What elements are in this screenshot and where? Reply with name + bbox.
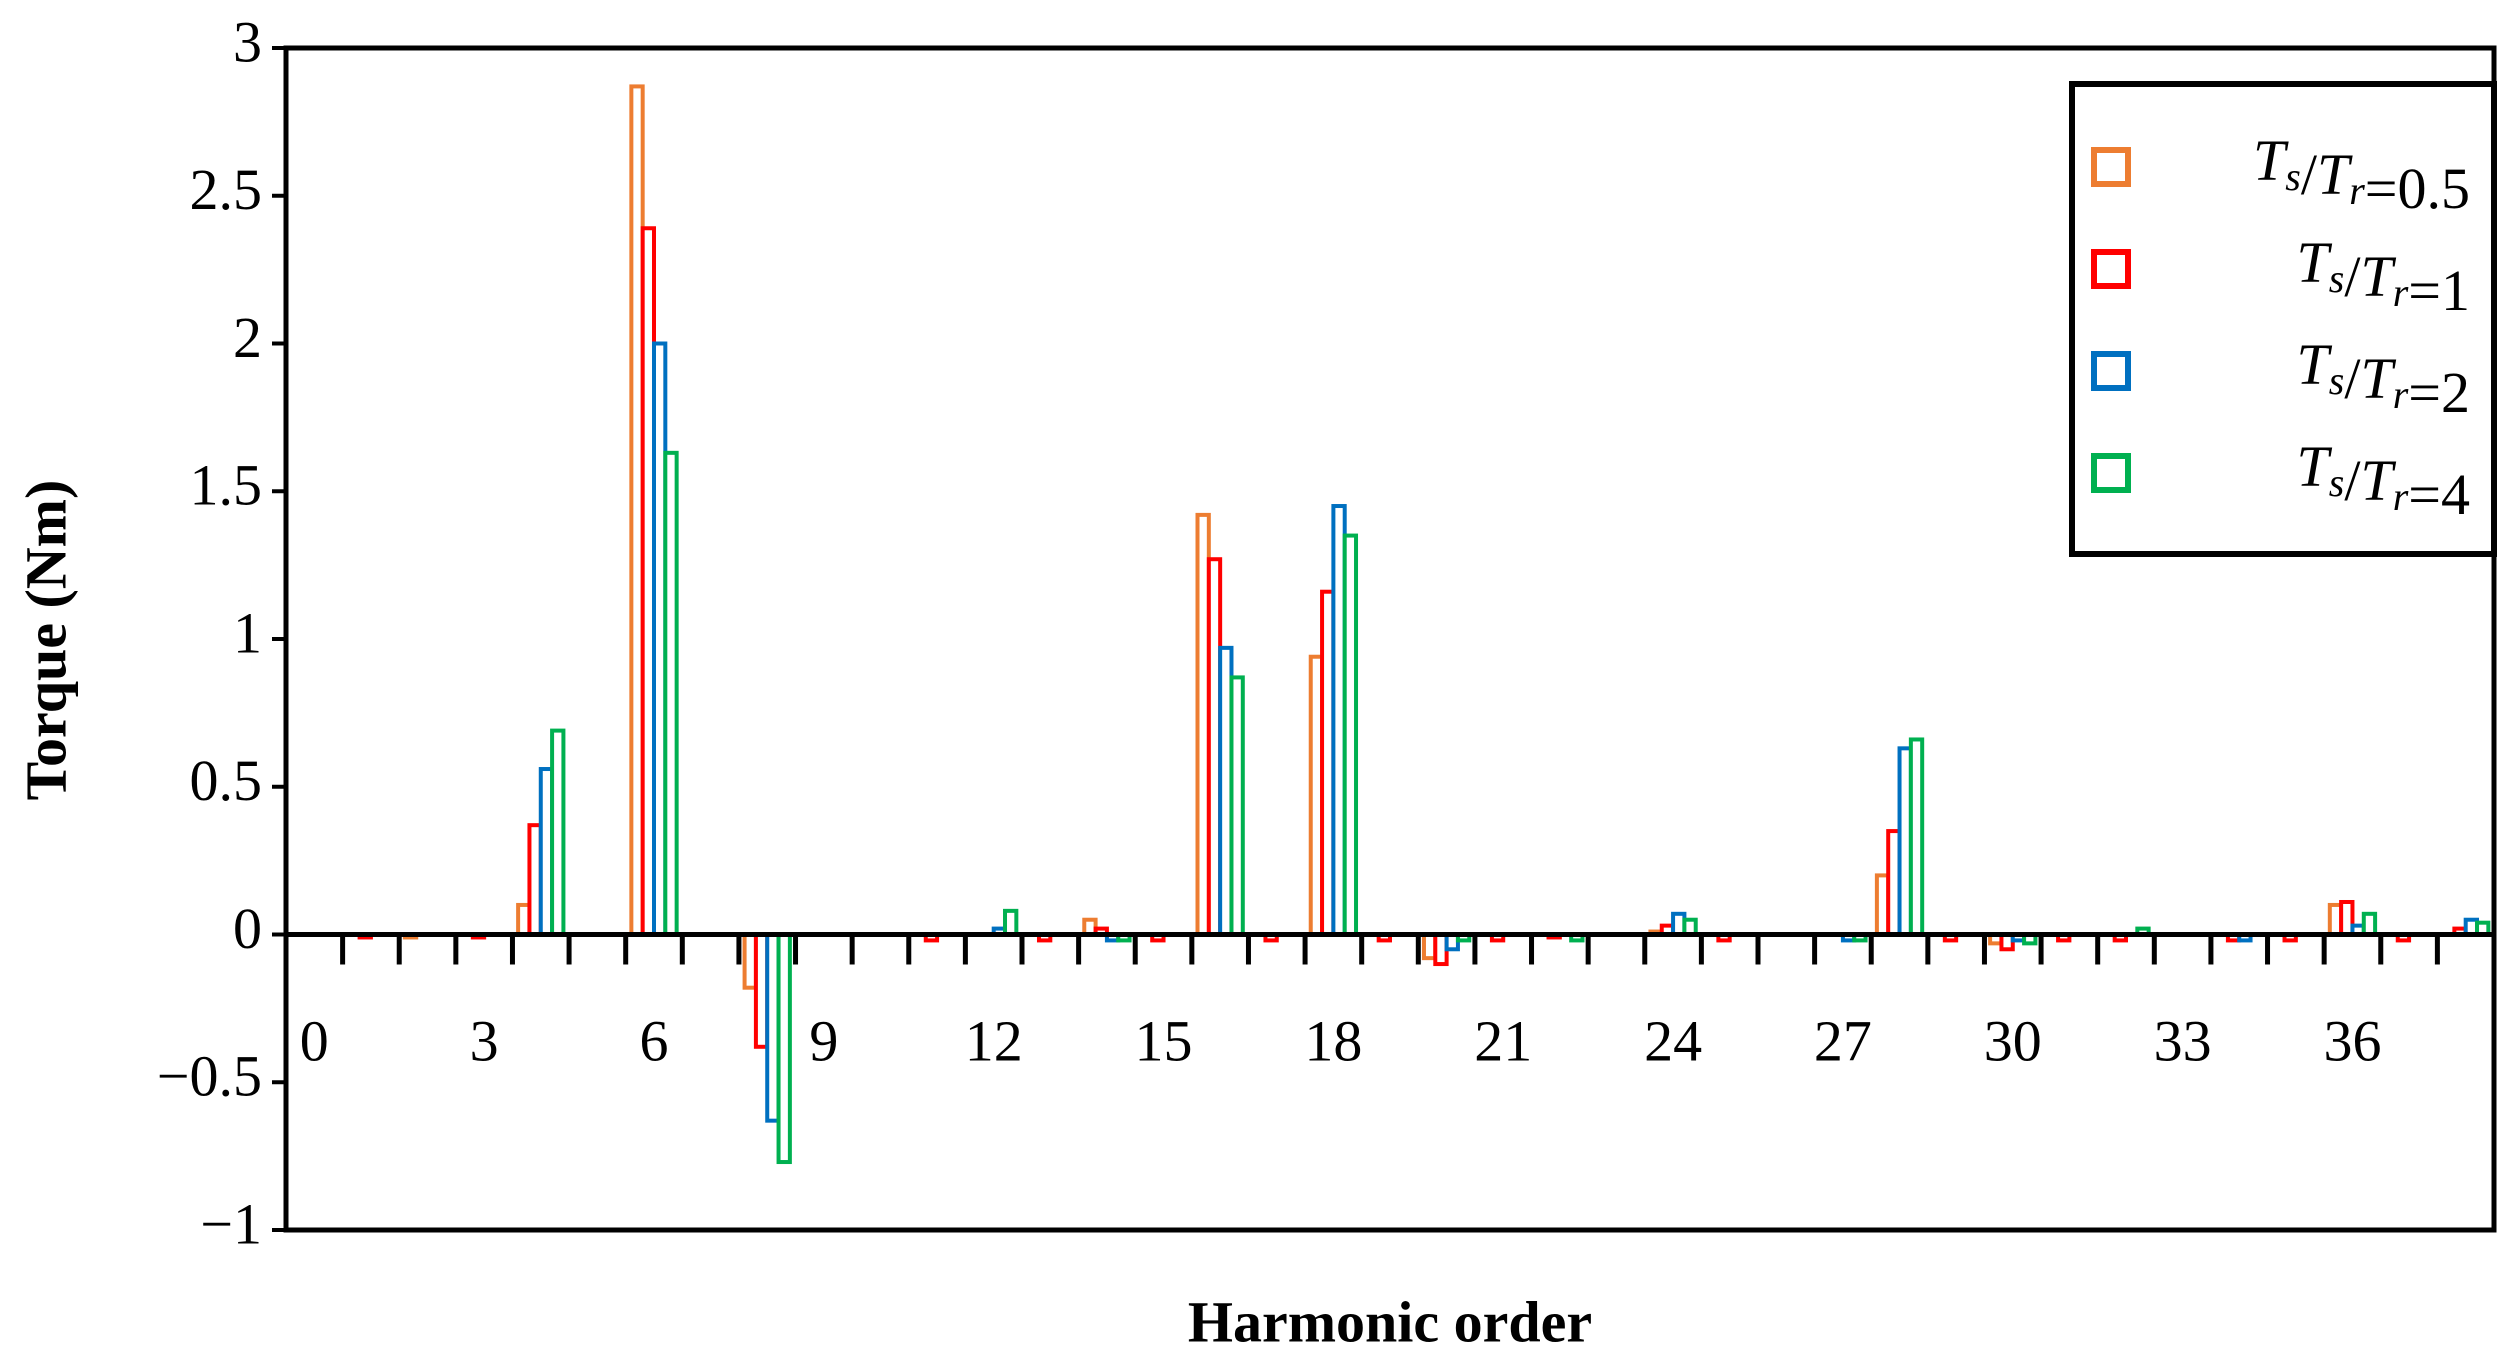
legend-text: =4	[2408, 462, 2470, 527]
y-tick-label: 1.5	[190, 453, 263, 518]
x-tick-label: 15	[1135, 1008, 1193, 1073]
legend-box	[2069, 81, 2497, 557]
legend-text: /	[2344, 448, 2361, 513]
legend-text: T	[2296, 332, 2332, 397]
x-axis-title: Harmonic order	[1188, 1289, 1592, 1354]
legend-text: T	[2296, 434, 2332, 499]
y-tick-label: −0.5	[157, 1044, 262, 1109]
legend-text: T	[2317, 142, 2353, 207]
legend-text: =2	[2408, 360, 2470, 425]
y-tick-label: 0	[233, 896, 262, 961]
legend-label: Ts/Tr=0.5	[2253, 128, 2470, 221]
bar	[1003, 908, 1019, 937]
legend-label: Ts/Tr=2	[2296, 332, 2470, 425]
plot-frame	[283, 45, 2497, 1233]
y-tick-label: 1	[233, 600, 262, 665]
legend-text: /	[2344, 346, 2361, 411]
legend-marker	[2091, 249, 2131, 289]
x-tick-label: 36	[2323, 1008, 2381, 1073]
y-tick-label: 0.5	[190, 748, 263, 813]
bar	[1908, 737, 1925, 937]
y-tick-label: −1	[200, 1191, 262, 1256]
legend-text: T	[2253, 128, 2289, 193]
legend-label: Ts/Tr=1	[2296, 230, 2470, 323]
x-tick-label: 3	[470, 1008, 499, 1073]
x-tick-label: 30	[1984, 1008, 2042, 1073]
x-tick-label: 12	[965, 1008, 1023, 1073]
x-tick-label: 33	[2154, 1008, 2212, 1073]
x-tick-label: 24	[1644, 1008, 1702, 1073]
legend-marker	[2091, 351, 2131, 391]
legend-text: =1	[2408, 258, 2470, 323]
bar	[1229, 675, 1245, 937]
y-axis-title: Torque (Nm)	[13, 480, 78, 801]
legend-text: r	[2393, 372, 2409, 417]
legend-text: /	[2344, 244, 2361, 309]
legend-text: s	[2285, 154, 2301, 199]
legend-marker	[2091, 147, 2131, 187]
legend-text: s	[2329, 358, 2345, 403]
legend-text: r	[2349, 168, 2365, 213]
legend-text: s	[2329, 460, 2345, 505]
y-tick-label: 2	[233, 305, 262, 370]
bar	[1342, 533, 1359, 937]
x-tick-label: 0	[300, 1008, 329, 1073]
bar	[550, 728, 566, 937]
x-tick-label: 18	[1304, 1008, 1362, 1073]
legend-text: T	[2360, 346, 2396, 411]
legend-text: T	[2296, 230, 2332, 295]
bar	[776, 932, 792, 1165]
x-tick-label: 21	[1474, 1008, 1532, 1073]
legend-label: Ts/Tr=4	[2296, 434, 2470, 527]
y-tick-label: 2.5	[190, 157, 263, 222]
legend-text: T	[2360, 244, 2396, 309]
legend-text: =0.5	[2365, 156, 2470, 221]
bar	[663, 450, 679, 937]
x-tick-label: 6	[640, 1008, 669, 1073]
legend-text: s	[2329, 256, 2345, 301]
x-tick-label: 9	[809, 1008, 838, 1073]
x-tick-label: 27	[1814, 1008, 1872, 1073]
bar	[2361, 911, 2378, 937]
legend-text: r	[2393, 474, 2409, 519]
legend-text: r	[2393, 270, 2409, 315]
y-tick-label: 3	[233, 9, 262, 74]
legend-text: /	[2301, 142, 2318, 207]
legend-text: T	[2360, 448, 2396, 513]
legend-marker	[2091, 453, 2131, 493]
